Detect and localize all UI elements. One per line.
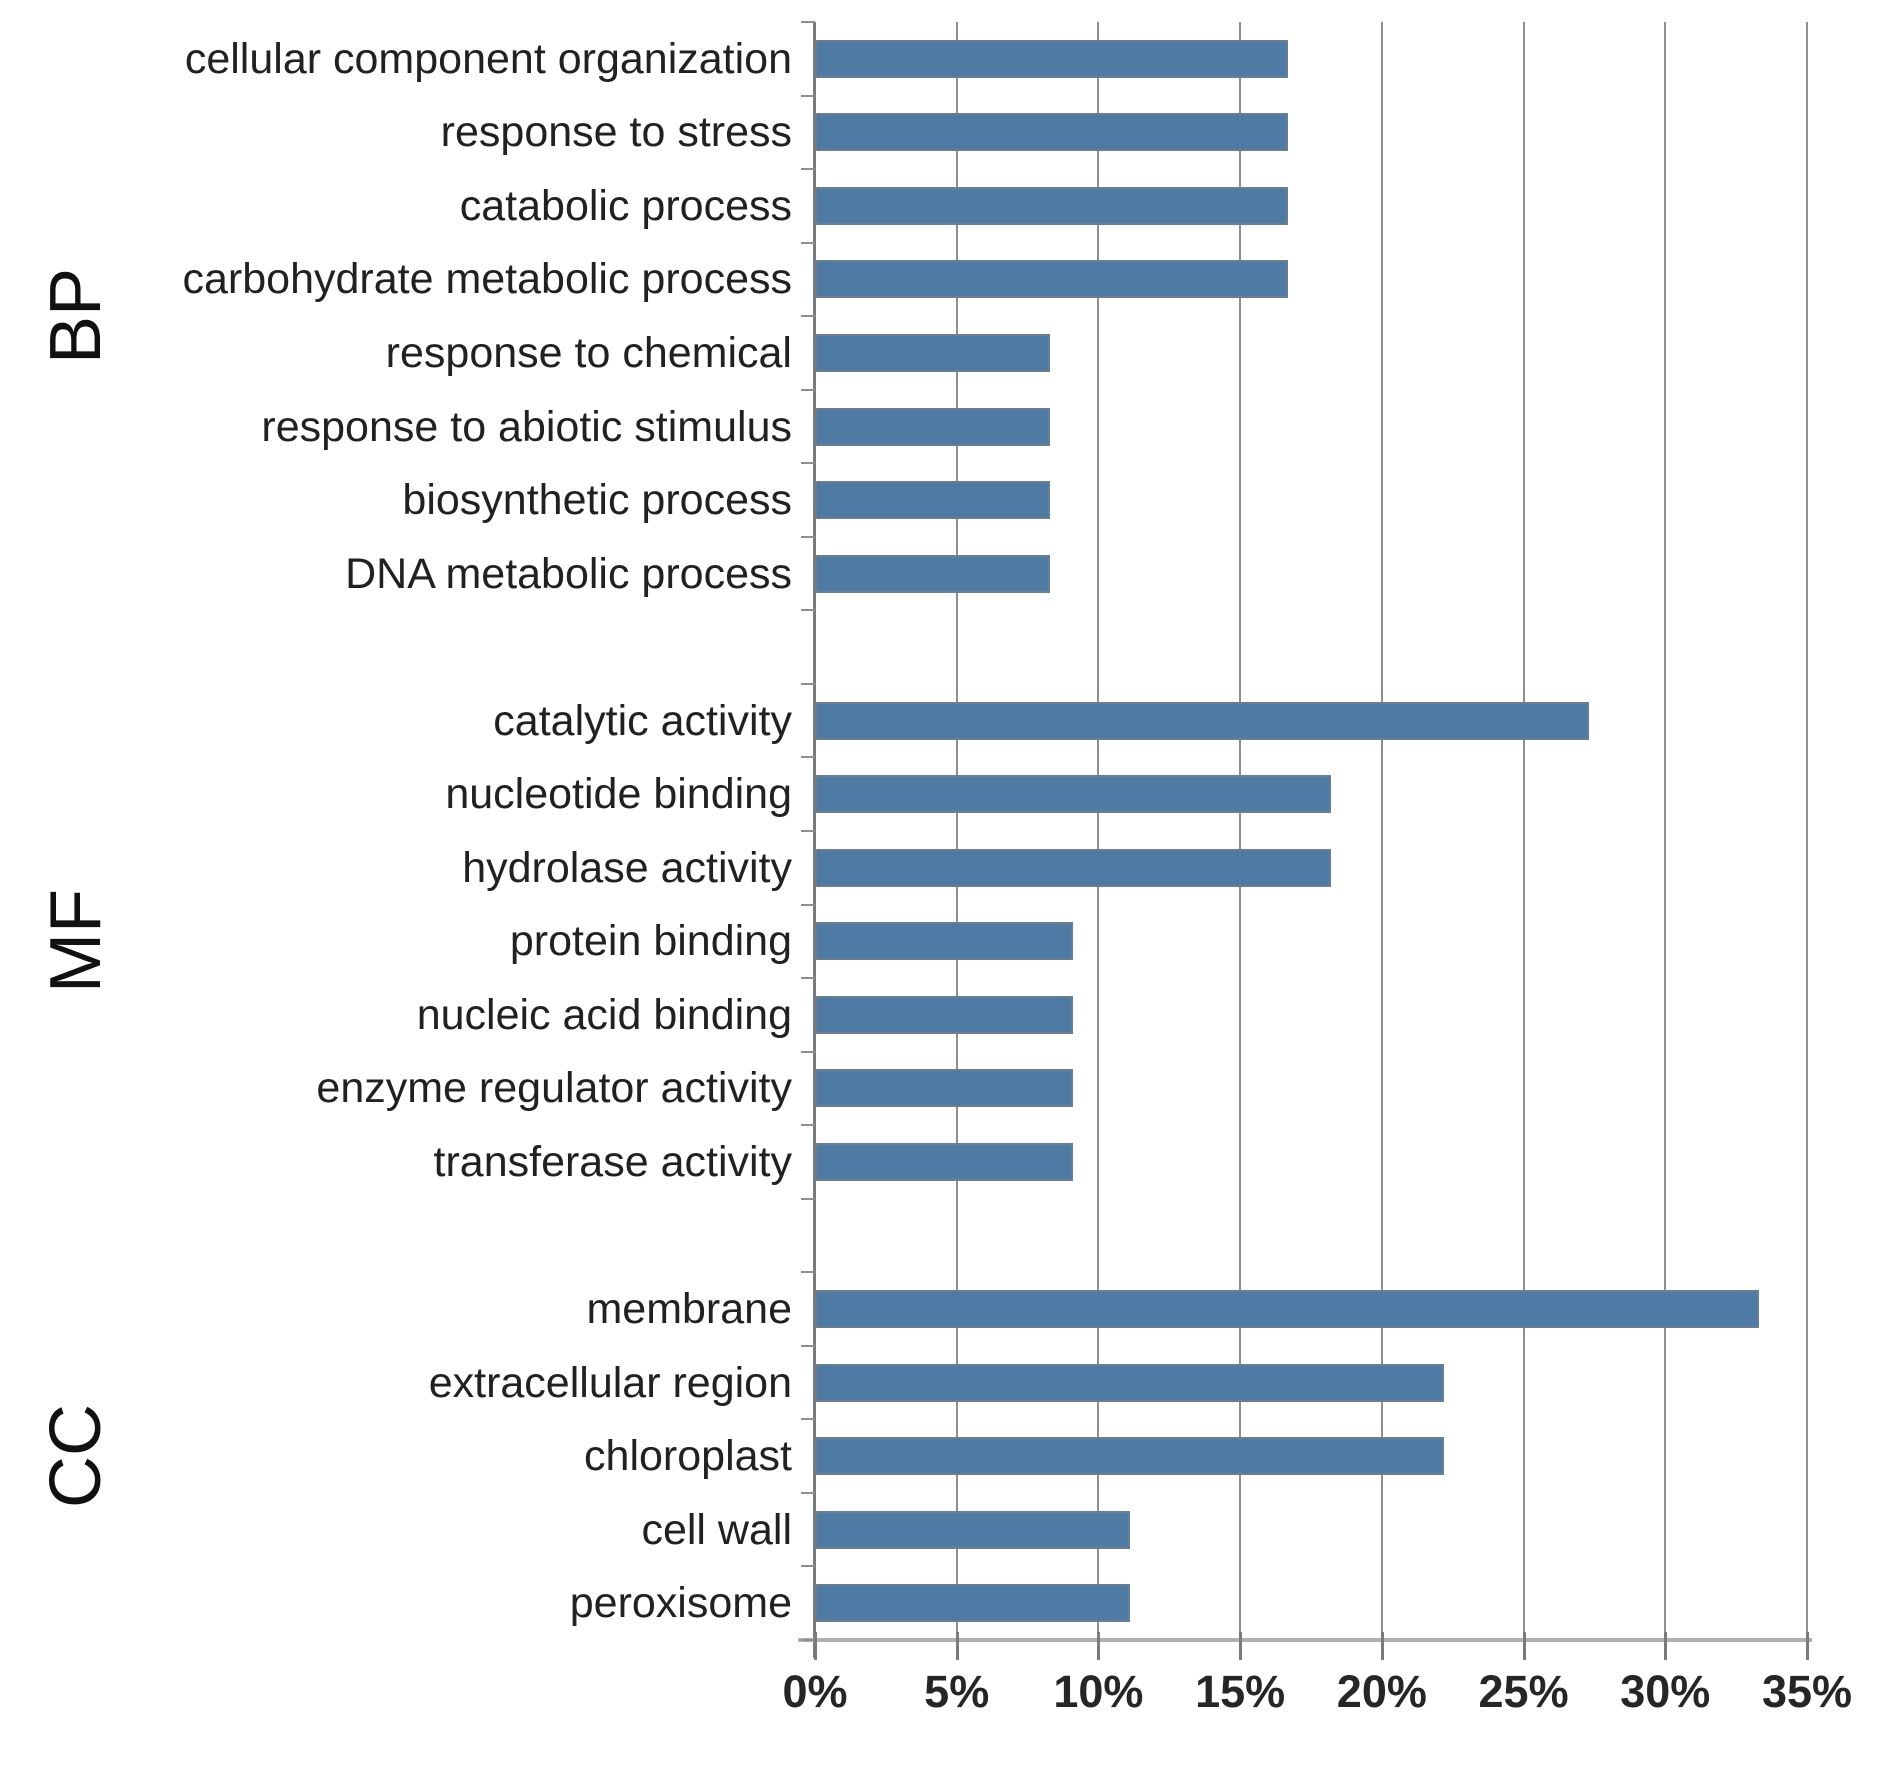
- group-label-mf: MF: [36, 889, 116, 994]
- y-axis-tick: [801, 315, 815, 318]
- group-label-cc: CC: [36, 1404, 116, 1509]
- x-gridline: [1664, 22, 1667, 1640]
- x-tick-label: 30%: [1620, 1666, 1711, 1717]
- x-axis-tick: [1380, 1632, 1384, 1660]
- x-gridline: [1806, 22, 1808, 1640]
- x-tick-label: 5%: [924, 1666, 990, 1717]
- bar-transferase-activity: [815, 1142, 1073, 1181]
- x-tick-label: 35%: [1761, 1666, 1853, 1717]
- category-label: nucleotide binding: [445, 770, 792, 819]
- category-label: cell wall: [641, 1505, 792, 1554]
- x-gridline: [1239, 22, 1242, 1640]
- bar-response-to-stress: [815, 113, 1289, 152]
- category-label: catalytic activity: [493, 696, 792, 745]
- category-label: carbohydrate metabolic process: [182, 255, 792, 304]
- x-axis-tick: [1097, 1632, 1101, 1660]
- y-axis-tick: [801, 1639, 815, 1641]
- bar-chloroplast: [815, 1437, 1445, 1476]
- y-axis-tick: [801, 1491, 815, 1494]
- y-axis-tick: [801, 1050, 815, 1053]
- x-axis-tick: [1806, 1632, 1809, 1660]
- bar-biosynthetic-process: [815, 481, 1051, 520]
- y-axis-tick: [801, 168, 815, 171]
- y-axis-tick: [801, 977, 815, 980]
- x-axis-tick: [1522, 1632, 1526, 1660]
- x-gridline: [955, 22, 958, 1640]
- y-axis-tick: [801, 1344, 815, 1347]
- y-axis-tick: [801, 1565, 815, 1568]
- bar-cell-wall: [815, 1510, 1130, 1549]
- y-axis-tick: [801, 903, 815, 906]
- bar-carbohydrate-metabolic-process: [815, 260, 1289, 299]
- category-label: enzyme regulator activity: [316, 1064, 792, 1113]
- x-axis-tick: [814, 1632, 817, 1660]
- x-gridline: [1097, 22, 1100, 1640]
- bar-peroxisome: [815, 1584, 1130, 1623]
- x-axis-tick: [1239, 1632, 1243, 1660]
- bar-dna-metabolic-process: [815, 554, 1051, 593]
- y-axis-tick: [801, 462, 815, 465]
- x-tick-label: 20%: [1336, 1666, 1427, 1717]
- group-label-bp: BP: [36, 268, 116, 365]
- y-axis-tick: [801, 21, 815, 23]
- category-label: transferase activity: [433, 1137, 792, 1186]
- category-label: peroxisome: [569, 1579, 792, 1628]
- plot-area: [798, 21, 1812, 1660]
- bar-nucleic-acid-binding: [815, 995, 1073, 1034]
- bar-nucleotide-binding: [815, 775, 1331, 814]
- y-axis-tick: [801, 241, 815, 244]
- category-label: chloroplast: [584, 1432, 792, 1481]
- x-tick-label: 25%: [1478, 1666, 1569, 1717]
- category-label: DNA metabolic process: [345, 549, 792, 598]
- y-axis-tick: [801, 830, 815, 832]
- x-axis-tick: [1664, 1632, 1668, 1660]
- category-label: cellular component organization: [184, 34, 792, 83]
- bar-response-to-chemical: [815, 333, 1051, 372]
- x-tick-label: 0%: [782, 1666, 848, 1717]
- bar-cellular-component-organization: [815, 39, 1289, 78]
- y-axis-tick: [801, 609, 815, 612]
- category-label: nucleic acid binding: [416, 990, 792, 1039]
- x-axis-line: [798, 1638, 1812, 1642]
- bar-enzyme-regulator-activity: [815, 1069, 1073, 1108]
- category-label: membrane: [586, 1285, 792, 1334]
- bar-catabolic-process: [815, 186, 1289, 225]
- bar-response-to-abiotic-stimulus: [815, 407, 1051, 446]
- category-label: protein binding: [509, 917, 792, 966]
- x-tick-label: 15%: [1195, 1666, 1286, 1717]
- category-label: biosynthetic process: [402, 476, 792, 525]
- bar-protein-binding: [815, 922, 1073, 961]
- category-label: response to abiotic stimulus: [261, 402, 792, 451]
- x-gridline: [1522, 22, 1525, 1640]
- x-gridline: [1380, 22, 1383, 1640]
- y-axis-tick: [801, 388, 815, 391]
- y-axis-tick: [801, 1271, 815, 1274]
- y-axis-tick: [801, 535, 815, 538]
- y-axis-tick: [801, 1197, 815, 1200]
- y-axis-tick: [801, 94, 815, 97]
- y-axis-tick: [801, 1418, 815, 1421]
- y-axis-tick: [801, 1124, 815, 1127]
- y-axis-tick: [801, 682, 815, 685]
- y-axis-line: [813, 22, 816, 1658]
- category-label: catabolic process: [459, 181, 792, 230]
- bar-hydrolase-activity: [815, 848, 1331, 887]
- bar-extracellular-region: [815, 1363, 1445, 1402]
- category-label: response to chemical: [385, 328, 792, 377]
- category-label: hydrolase activity: [462, 843, 792, 892]
- category-label: extracellular region: [428, 1358, 792, 1407]
- x-tick-label: 10%: [1053, 1666, 1144, 1717]
- bar-membrane: [815, 1290, 1759, 1329]
- bar-catalytic-activity: [815, 701, 1589, 740]
- y-axis-tick: [801, 756, 815, 759]
- category-label: response to stress: [440, 108, 792, 157]
- x-axis-tick: [955, 1632, 959, 1660]
